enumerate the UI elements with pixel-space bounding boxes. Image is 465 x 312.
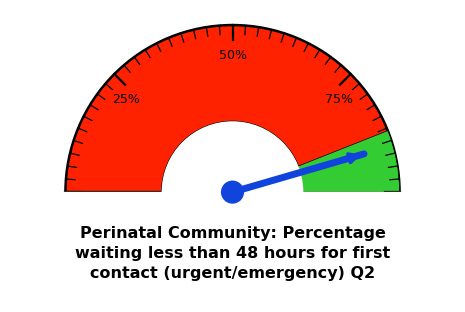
Text: 25%: 25% (113, 94, 140, 106)
Text: Perinatal Community: Percentage
waiting less than 48 hours for first
contact (ur: Perinatal Community: Percentage waiting … (75, 227, 390, 281)
Text: 0%: 0% (74, 192, 94, 205)
Circle shape (222, 181, 243, 203)
Bar (40, 192, 425, 275)
Wedge shape (66, 25, 399, 192)
Wedge shape (298, 131, 399, 192)
Text: 75%: 75% (325, 94, 352, 106)
Circle shape (162, 122, 303, 262)
Text: 50%: 50% (219, 49, 246, 62)
